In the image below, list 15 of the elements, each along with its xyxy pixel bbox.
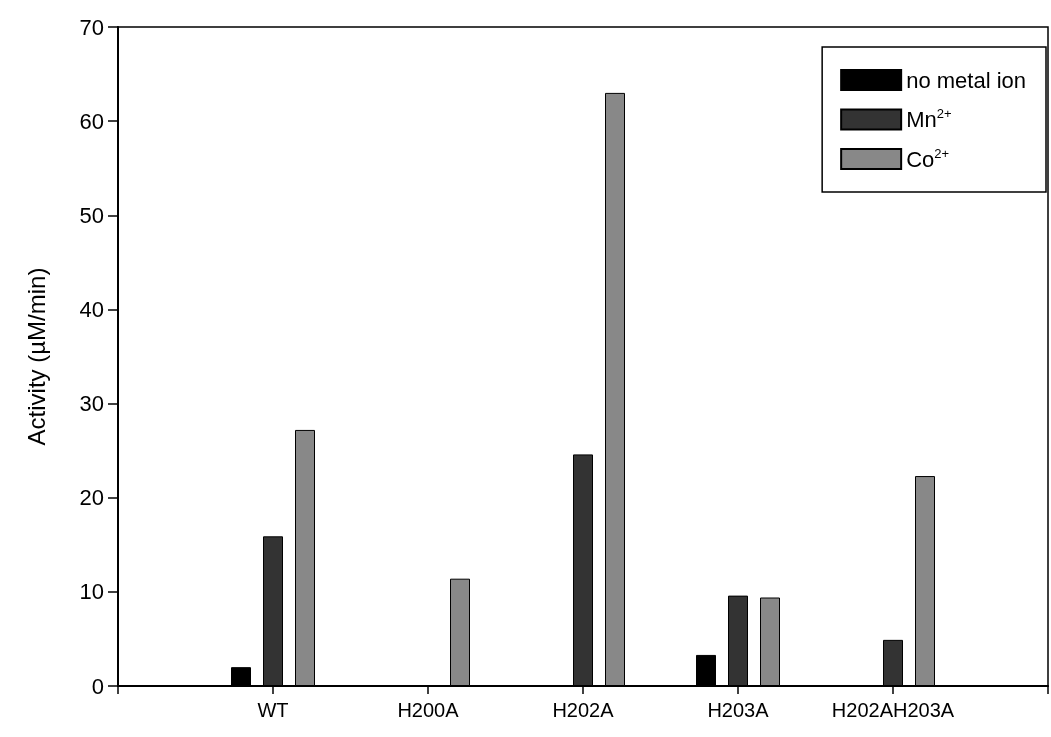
y-tick-label: 20: [79, 485, 104, 511]
x-tick-label: WT: [257, 699, 289, 721]
y-tick-label: 70: [79, 14, 104, 40]
y-axis-title: Activity (µM/min): [22, 267, 50, 446]
y-tick-label: 30: [79, 391, 104, 417]
legend-label: no metal ion: [906, 67, 1027, 93]
y-tick-label: 60: [79, 108, 104, 134]
x-tick-label: H200A: [397, 699, 460, 721]
y-tick-label: 40: [79, 296, 104, 322]
x-tick-label: H202AH203A: [831, 699, 955, 721]
y-tick-label: 50: [79, 202, 104, 228]
y-tick-label: 10: [79, 579, 104, 605]
y-tick-label: 0: [91, 673, 104, 699]
x-tick-label: H203A: [707, 699, 770, 721]
x-tick-label: H202A: [552, 699, 615, 721]
